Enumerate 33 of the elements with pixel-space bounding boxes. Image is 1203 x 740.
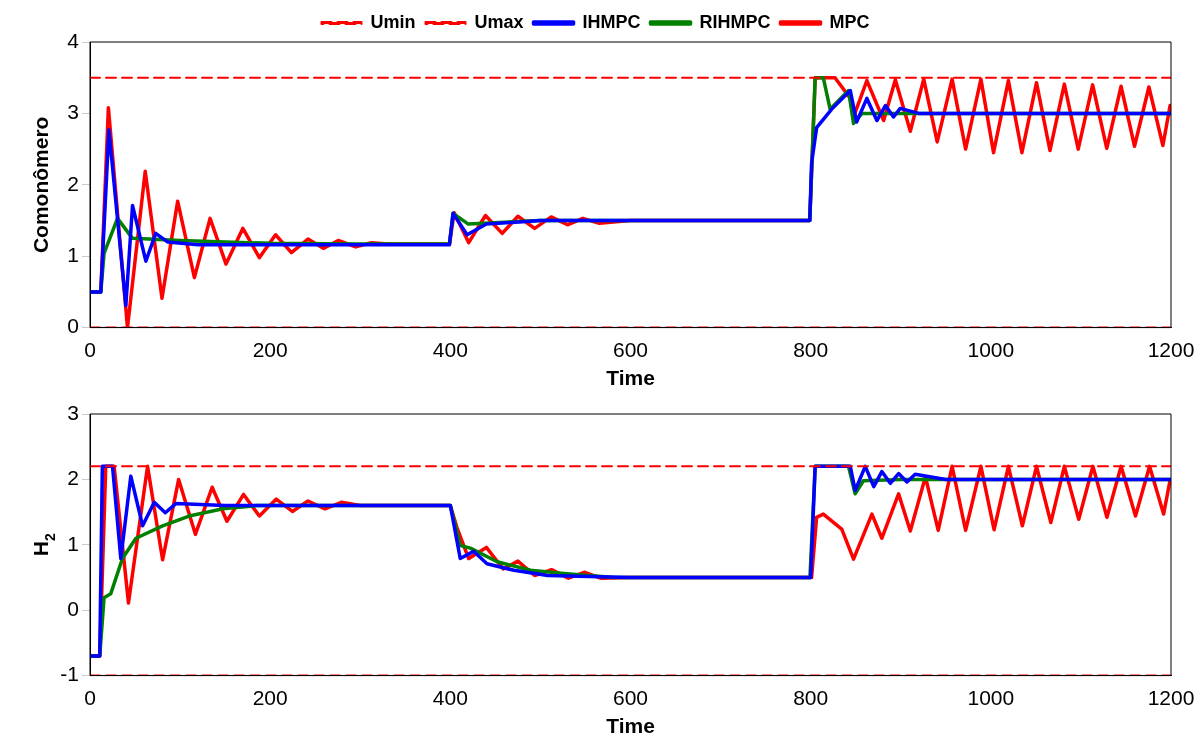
x-tick-label: 0 <box>84 686 96 709</box>
y-tick-label: 0 <box>67 597 79 620</box>
x-tick-label: 600 <box>612 338 649 361</box>
y-tick-label: 1 <box>67 531 79 555</box>
x-tick-label: 200 <box>252 686 288 709</box>
x-tick-label: 200 <box>252 338 288 361</box>
legend-label: Umin <box>370 11 416 32</box>
x-axis-title: Time <box>606 714 655 738</box>
x-tick-label: 0 <box>84 338 96 361</box>
x-tick-label: 1200 <box>1147 338 1195 361</box>
x-tick-label: 400 <box>432 686 468 709</box>
y-tick-label: -1 <box>60 662 79 686</box>
y-tick-label: 4 <box>67 28 80 52</box>
legend-label: Umax <box>474 11 524 32</box>
x-tick-label: 600 <box>612 686 649 709</box>
x-tick-label: 1000 <box>967 338 1015 361</box>
x-tick-label: 800 <box>793 338 829 361</box>
y-axis-title: Comonômero <box>29 116 52 254</box>
legend-label: IHMPC <box>582 11 641 32</box>
y-tick-label: 0 <box>67 314 79 338</box>
x-tick-label: 1000 <box>967 686 1015 709</box>
y-axis-title: H2 <box>29 533 58 557</box>
y-tick-label: 1 <box>67 243 79 266</box>
legend-label: MPC <box>829 11 870 32</box>
x-tick-label: 400 <box>432 338 468 361</box>
y-tick-label: 2 <box>67 466 79 490</box>
x-tick-label: 800 <box>793 686 829 709</box>
y-tick-label: 2 <box>67 171 79 195</box>
y-tick-label: 3 <box>67 100 79 124</box>
x-tick-label: 1200 <box>1147 686 1195 709</box>
legend-label: RIHMPC <box>699 11 771 32</box>
x-axis-title: Time <box>606 366 655 390</box>
y-tick-label: 3 <box>67 400 79 424</box>
